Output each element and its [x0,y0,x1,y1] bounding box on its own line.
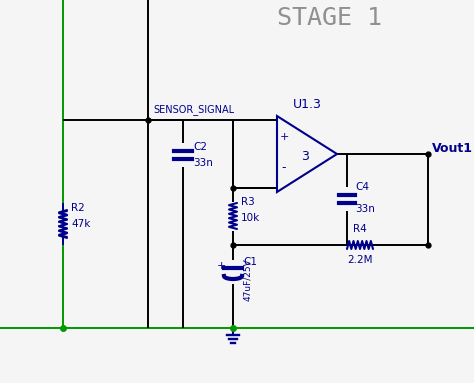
Text: 47uF/25V: 47uF/25V [243,259,252,301]
Text: +: + [279,132,289,142]
Text: 47k: 47k [71,219,91,229]
Text: C4: C4 [355,182,369,192]
Text: U1.3: U1.3 [292,98,321,111]
Text: R4: R4 [353,224,367,234]
Text: C2: C2 [193,142,207,152]
Text: 2.2M: 2.2M [347,255,373,265]
Text: Vout1: Vout1 [432,142,473,155]
Text: 33n: 33n [355,204,375,214]
Text: 33n: 33n [193,158,213,168]
Text: 10k: 10k [241,213,260,223]
Text: -: - [282,161,286,174]
Text: 3: 3 [301,149,309,162]
Text: +: + [216,261,226,271]
Text: R3: R3 [241,197,255,207]
Text: C1: C1 [243,257,257,267]
Text: R2: R2 [71,203,85,213]
Text: SENSOR_SIGNAL: SENSOR_SIGNAL [153,104,234,115]
Text: STAGE 1: STAGE 1 [277,6,383,30]
